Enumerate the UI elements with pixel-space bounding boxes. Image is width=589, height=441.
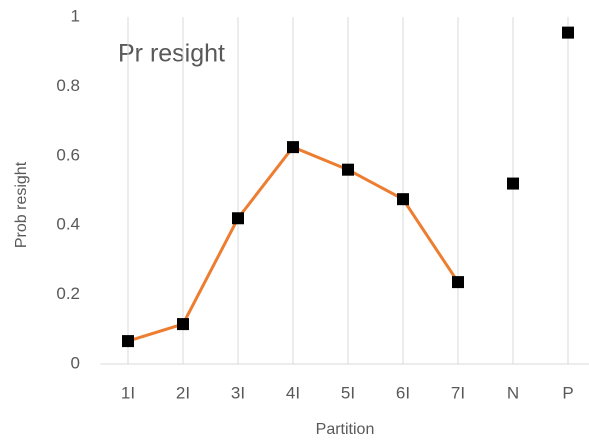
x-tick-label: 2I: [176, 383, 190, 402]
y-tick-label: 0.8: [56, 76, 80, 95]
x-tick-label: 1I: [121, 383, 135, 402]
marker: [177, 318, 189, 331]
x-tick-label: 4I: [286, 383, 300, 402]
y-tick-label: 0.2: [56, 284, 80, 303]
x-tick-label: 3I: [231, 383, 245, 402]
marker: [562, 26, 574, 39]
y-tick-label: 0.6: [56, 145, 80, 164]
y-tick-label: 0.4: [56, 215, 80, 234]
x-tick-label: 5I: [341, 383, 355, 402]
marker: [452, 276, 464, 289]
x-axis-label: Partition: [316, 421, 375, 438]
marker: [397, 193, 409, 206]
x-tick-label: 6I: [396, 383, 410, 402]
marker: [342, 163, 354, 176]
marker: [507, 177, 519, 190]
x-tick-label: N: [507, 383, 519, 402]
y-axis-label: Prob resight: [13, 161, 30, 248]
x-tick-label: P: [562, 383, 573, 402]
chart-title: Pr resight: [118, 40, 225, 68]
y-tick-label: 0: [71, 353, 80, 372]
x-tick-label: 7I: [451, 383, 465, 402]
marker: [287, 141, 299, 154]
marker: [122, 335, 134, 348]
marker: [232, 212, 244, 225]
y-tick-label: 1: [71, 6, 80, 25]
